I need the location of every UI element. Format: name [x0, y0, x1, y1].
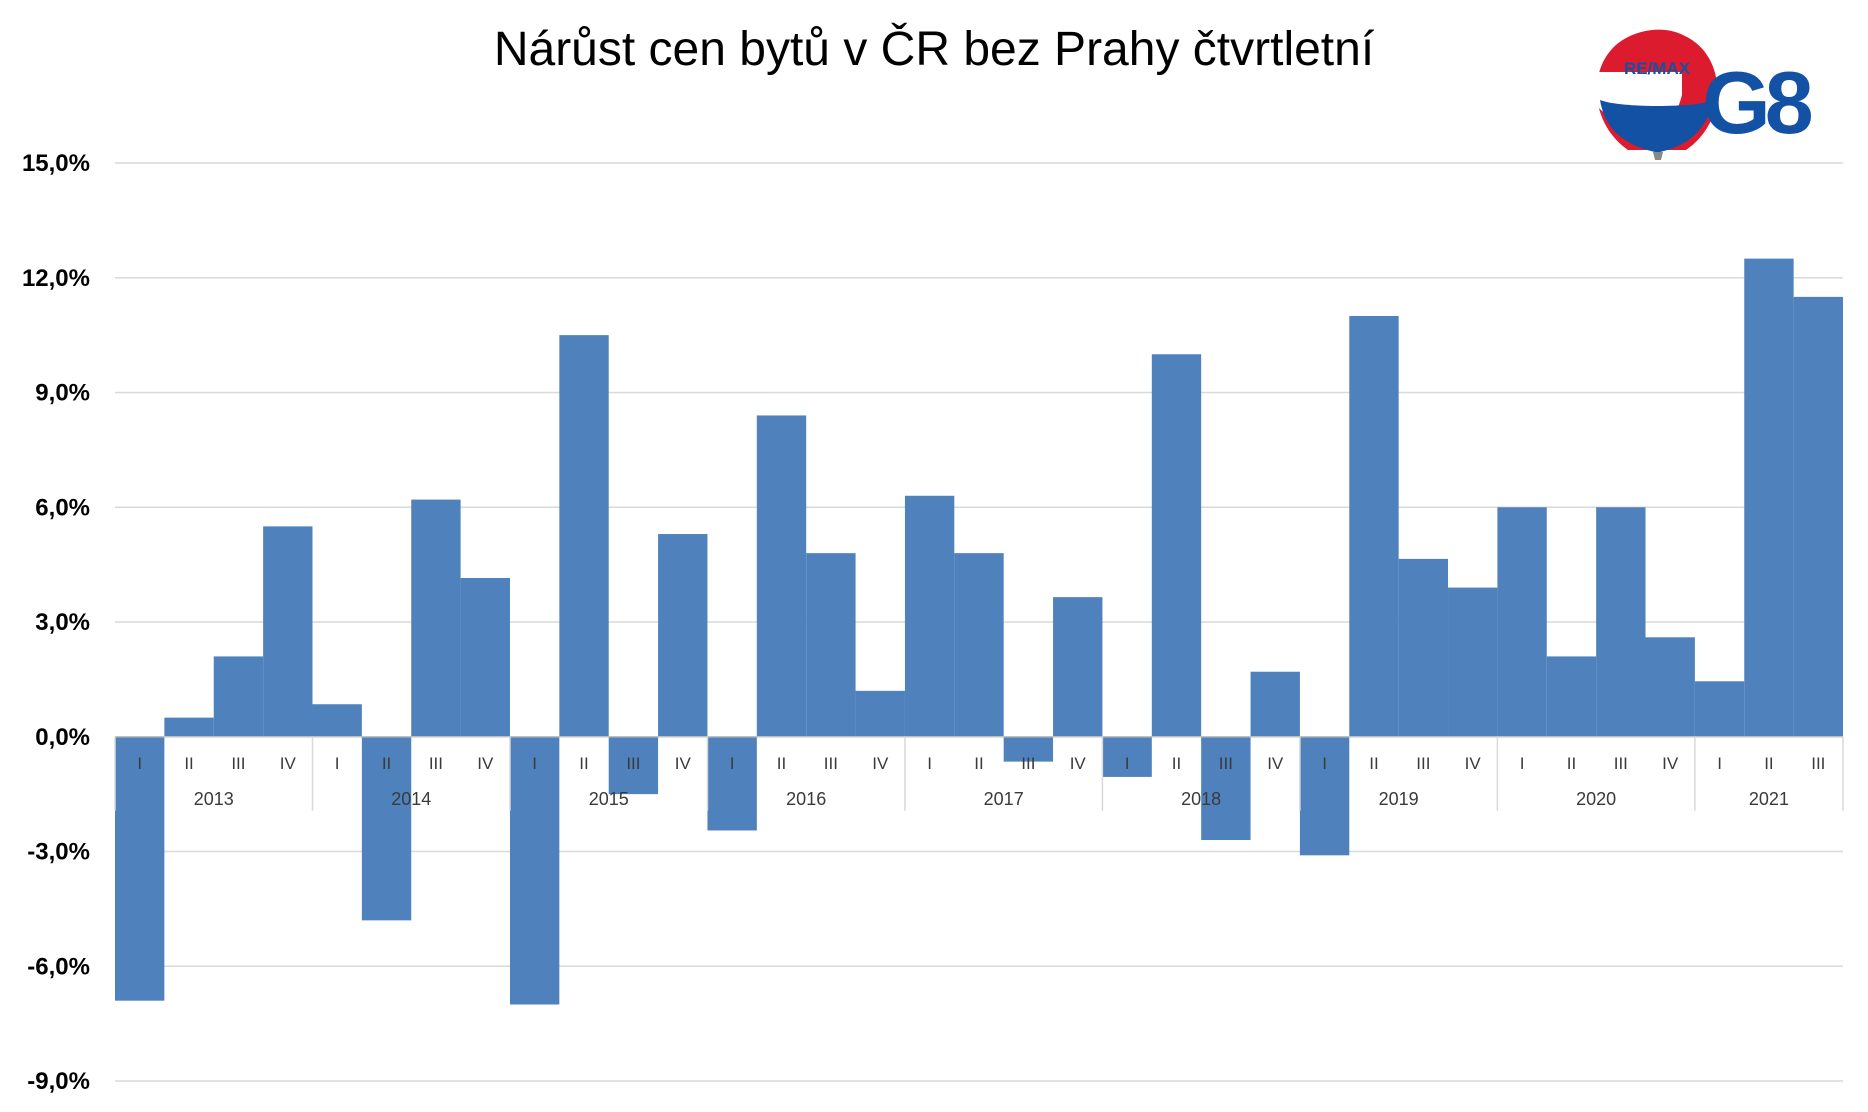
- quarter-label: IV: [872, 754, 889, 773]
- bars: [115, 258, 1843, 1005]
- bar: [460, 578, 510, 737]
- bar: [312, 704, 362, 737]
- bar: [1793, 296, 1843, 737]
- bar: [904, 495, 955, 737]
- quarter-label: I: [1520, 754, 1525, 773]
- bar: [1596, 507, 1646, 737]
- bar: [855, 690, 905, 737]
- quarter-label: II: [777, 754, 786, 773]
- quarter-label: I: [335, 754, 340, 773]
- quarter-label: III: [1219, 754, 1233, 773]
- quarter-label: IV: [1070, 754, 1087, 773]
- bar: [1102, 736, 1152, 777]
- y-tick-label: -6,0%: [27, 953, 90, 980]
- y-axis: 15,0% 12,0% 9,0% 6,0% 3,0% 0,0% -3,0% -6,0% -9,0…: [22, 150, 90, 1095]
- bar: [954, 553, 1004, 737]
- quarter-label: III: [1811, 754, 1825, 773]
- quarter-label: IV: [280, 754, 297, 773]
- bar: [1645, 637, 1695, 737]
- bar: [1053, 597, 1103, 737]
- bar: [213, 656, 264, 737]
- bar: [707, 736, 757, 831]
- bar: [1398, 558, 1449, 737]
- bar: [1003, 736, 1054, 762]
- quarter-label: III: [824, 754, 838, 773]
- year-label: 2016: [786, 789, 826, 809]
- quarter-label: II: [1369, 754, 1378, 773]
- quarter-label: II: [1764, 754, 1773, 773]
- y-tick-label: 3,0%: [35, 609, 90, 636]
- quarter-label: I: [137, 754, 142, 773]
- year-label: 2017: [984, 789, 1024, 809]
- bar: [658, 534, 708, 737]
- year-label: 2019: [1379, 789, 1419, 809]
- quarter-label: III: [1021, 754, 1035, 773]
- bar: [1744, 258, 1794, 737]
- y-tick-label: 6,0%: [35, 494, 90, 521]
- bar: [1349, 316, 1399, 737]
- y-tick-label: 15,0%: [22, 150, 90, 177]
- quarter-label: III: [231, 754, 245, 773]
- y-tick-label: -9,0%: [27, 1068, 90, 1095]
- quarter-label: I: [1322, 754, 1327, 773]
- bar: [1250, 671, 1300, 737]
- bar: [806, 553, 856, 737]
- bar: [608, 736, 659, 795]
- quarter-label: IV: [1662, 754, 1679, 773]
- bar: [411, 499, 461, 737]
- quarter-label: IV: [1465, 754, 1482, 773]
- quarter-label: IV: [477, 754, 494, 773]
- quarter-label: II: [382, 754, 391, 773]
- quarter-label: I: [1125, 754, 1130, 773]
- year-label: 2020: [1576, 789, 1616, 809]
- quarter-label: III: [1416, 754, 1430, 773]
- quarter-label: IV: [675, 754, 692, 773]
- bar: [1694, 681, 1745, 737]
- bar: [756, 415, 807, 737]
- quarter-label: III: [1614, 754, 1628, 773]
- quarter-label: II: [184, 754, 193, 773]
- quarter-label: III: [626, 754, 640, 773]
- bar: [361, 736, 412, 921]
- bar: [1299, 736, 1350, 856]
- bar: [1546, 656, 1597, 737]
- chart-title: Nárůst cen bytů v ČR bez Prahy čtvrtletn…: [494, 22, 1375, 76]
- quarter-label: II: [579, 754, 588, 773]
- remax-logo: RE/MAX: [1591, 29, 1718, 160]
- y-tick-label: -3,0%: [27, 839, 90, 866]
- quarter-label: II: [1172, 754, 1181, 773]
- remax-logo-text: RE/MAX: [1624, 59, 1691, 78]
- year-label: 2013: [194, 789, 234, 809]
- quarter-label: I: [1717, 754, 1722, 773]
- g8-logo: G8: [1702, 53, 1811, 152]
- quarter-label: I: [532, 754, 537, 773]
- bar: [263, 526, 313, 737]
- y-tick-label: 12,0%: [22, 265, 90, 292]
- quarter-label: II: [974, 754, 983, 773]
- year-label: 2014: [391, 789, 431, 809]
- quarter-label: I: [927, 754, 932, 773]
- bar: [559, 335, 609, 737]
- quarter-label: IV: [1267, 754, 1284, 773]
- bar: [1201, 736, 1251, 841]
- y-tick-label: 0,0%: [35, 724, 90, 751]
- quarter-label: III: [429, 754, 443, 773]
- quarter-label: I: [730, 754, 735, 773]
- year-label: 2018: [1181, 789, 1221, 809]
- bar: [1448, 587, 1498, 737]
- quarter-label: II: [1567, 754, 1576, 773]
- bar: [164, 717, 214, 737]
- bar: [115, 736, 165, 1001]
- bar: [1497, 507, 1547, 737]
- bar: [509, 736, 560, 1005]
- bar: [1151, 354, 1202, 737]
- year-label: 2021: [1749, 789, 1789, 809]
- year-label: 2015: [589, 789, 629, 809]
- y-tick-label: 9,0%: [35, 380, 90, 407]
